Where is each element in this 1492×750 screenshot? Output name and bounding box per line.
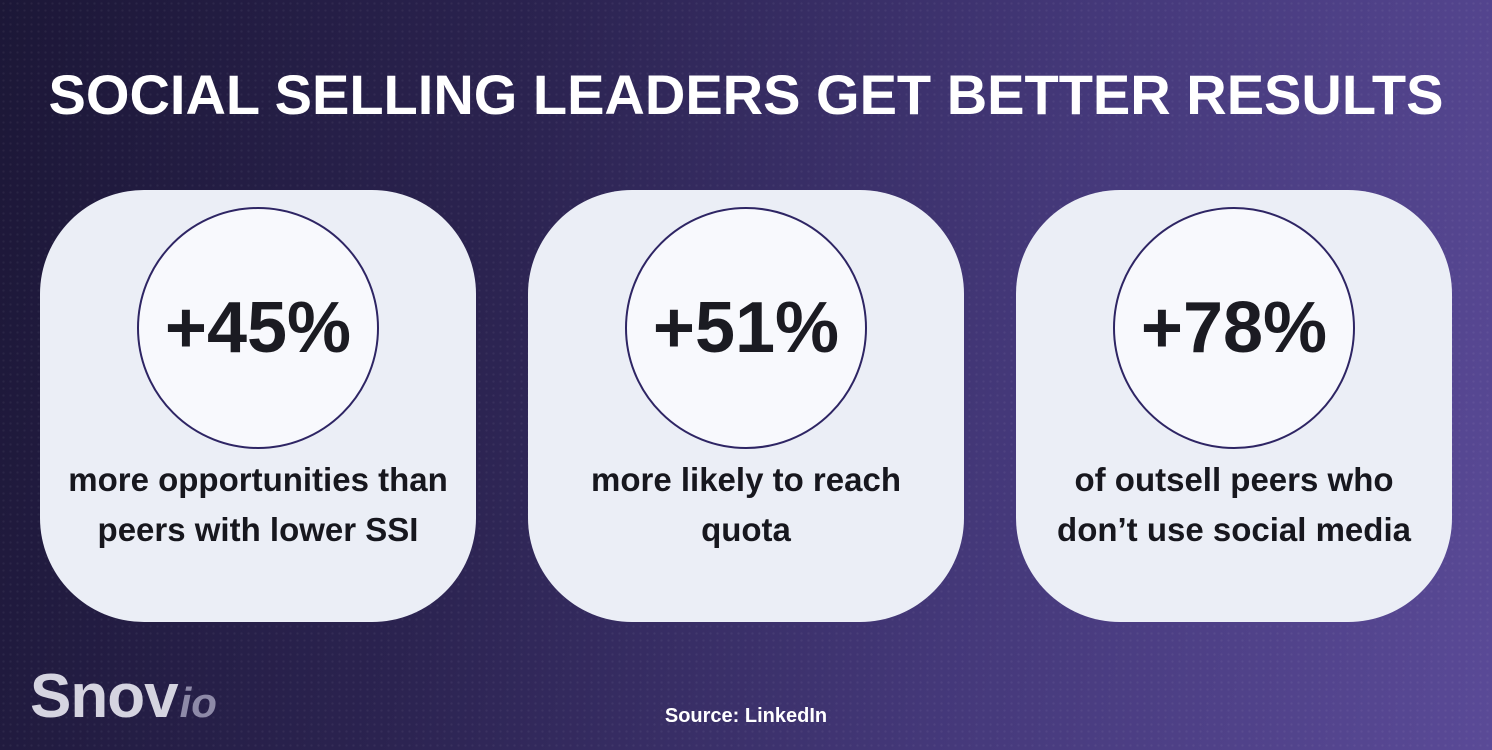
stat-card-quota: +51% more likely to reach quota — [528, 190, 964, 622]
snov-logo-suffix: io — [179, 679, 217, 726]
stat-cards-row: +45% more opportunities than peers with … — [0, 190, 1492, 622]
page-title: SOCIAL SELLING LEADERS GET BETTER RESULT… — [48, 63, 1444, 126]
stat-circle: +45% — [137, 207, 379, 449]
source-attribution: Source: LinkedIn — [664, 705, 828, 727]
stat-circle: +51% — [625, 207, 867, 449]
snov-logo-text: Snov — [30, 662, 179, 731]
snov-logo: Snovio — [30, 661, 217, 732]
stat-value: +51% — [652, 288, 840, 368]
stat-card-opportunities: +45% more opportunities than peers with … — [40, 190, 476, 622]
stat-value: +45% — [164, 288, 352, 368]
stat-caption: more opportunities than peers with lower… — [68, 461, 448, 548]
stat-caption: more likely to reach quota — [591, 461, 901, 548]
stat-card-outsell: +78% of outsell peers who don’t use soci… — [1016, 190, 1452, 622]
stat-circle: +78% — [1113, 207, 1355, 449]
stat-value: +78% — [1140, 288, 1328, 368]
stat-caption: of outsell peers who don’t use social me… — [1057, 461, 1411, 548]
